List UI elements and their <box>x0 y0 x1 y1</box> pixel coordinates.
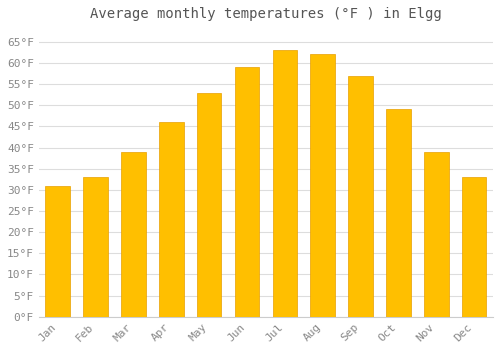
Bar <box>84 177 108 317</box>
Bar <box>386 110 410 317</box>
Bar <box>121 152 146 317</box>
Bar <box>462 177 486 317</box>
Title: Average monthly temperatures (°F ) in Elgg: Average monthly temperatures (°F ) in El… <box>90 7 442 21</box>
Bar <box>310 55 335 317</box>
Bar <box>46 186 70 317</box>
Bar <box>234 67 260 317</box>
Bar <box>197 92 222 317</box>
Bar <box>348 76 373 317</box>
Bar <box>159 122 184 317</box>
Bar <box>272 50 297 317</box>
Bar <box>424 152 448 317</box>
